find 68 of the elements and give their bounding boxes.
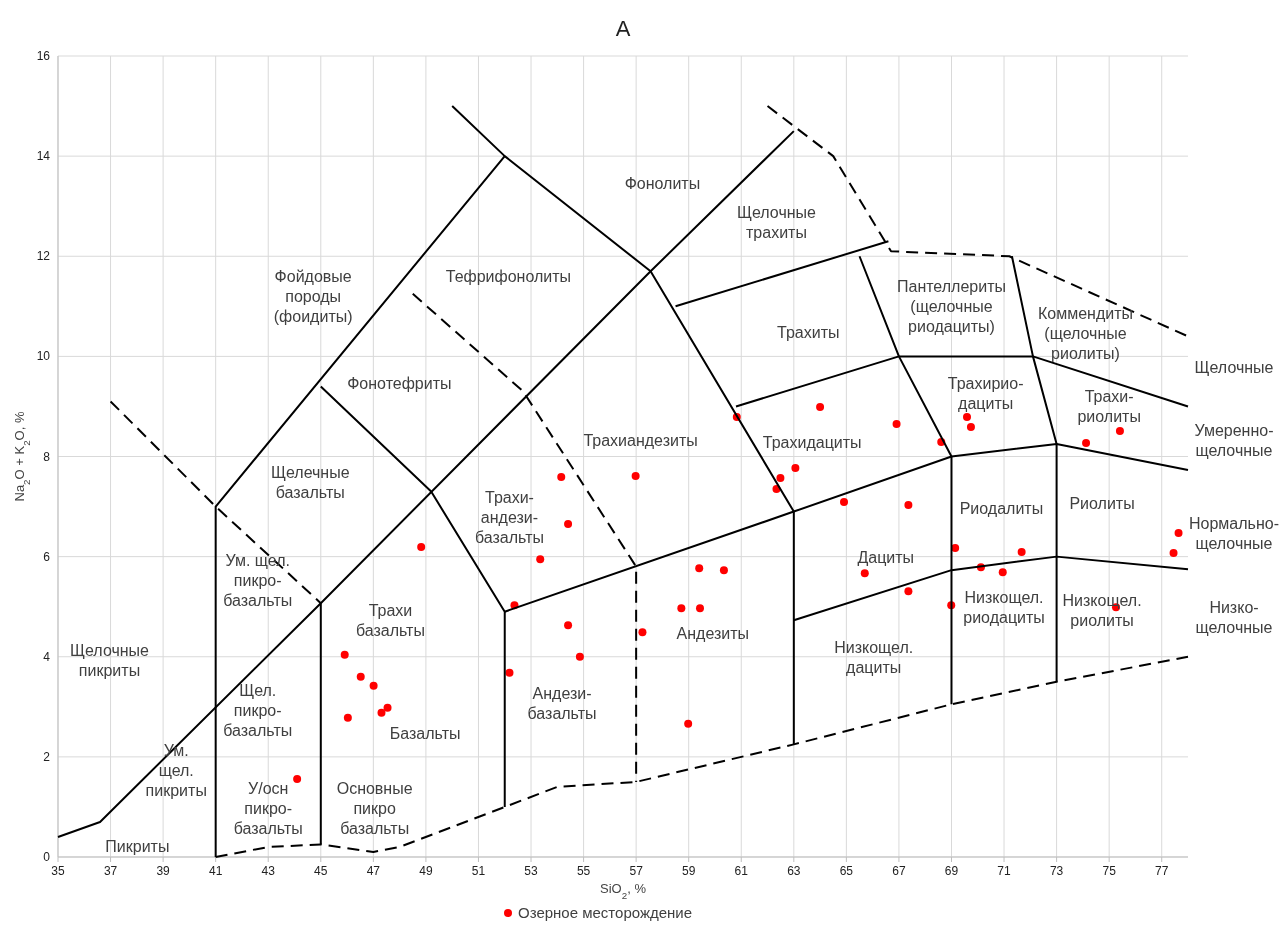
- x-tick-label: 51: [471, 864, 486, 878]
- x-tick-label: 43: [261, 864, 276, 878]
- annotation: Андезиты: [676, 625, 750, 643]
- y-tick-label: 8: [43, 449, 51, 464]
- x-tick-label: 49: [419, 864, 433, 878]
- annotation: Низкощел. дациты: [834, 638, 914, 676]
- annotation: Пантеллериты (щелочные риодациты): [897, 278, 1006, 336]
- y-tick-label: 6: [43, 549, 51, 564]
- x-tick-label: 61: [734, 864, 749, 878]
- annotation: Трахи базальты: [355, 602, 425, 640]
- annotation: У/осн пикро- базальты: [233, 779, 303, 837]
- annotation: Коммендиты (щелочные риолиты): [1037, 304, 1134, 362]
- annotation: Фойдовые породы (фоидиты): [273, 268, 353, 326]
- annotation: Тефрифонолиты: [445, 268, 572, 286]
- annotation: Пикриты: [105, 837, 170, 855]
- x-tick-label: 73: [1049, 864, 1064, 878]
- x-tick-label: 57: [629, 864, 644, 878]
- x-tick-label: 45: [314, 864, 328, 878]
- annotation: Трахи- андези- базальты: [474, 489, 544, 547]
- annotation: Риодалиты: [959, 500, 1044, 518]
- annotation: Низкощел. риодациты: [963, 588, 1045, 626]
- annotation: Риолиты: [1069, 495, 1135, 513]
- text: Низко- щелочные: [1195, 598, 1273, 636]
- annotation: Фонолиты: [624, 175, 701, 193]
- x-tick-label: 71: [997, 864, 1012, 878]
- annotation: Трахиты: [777, 323, 840, 341]
- x-tick-label: 75: [1102, 864, 1117, 878]
- x-tick-label: 59: [682, 864, 696, 878]
- annotation: Андези- базальты: [527, 684, 597, 722]
- x-tick-label: 67: [892, 864, 906, 878]
- annotation: Фонотефриты: [347, 374, 452, 392]
- chart-title: А: [615, 16, 631, 41]
- y-tick-label: 10: [36, 349, 51, 364]
- y-tick-label: 2: [43, 749, 51, 764]
- annotation: Базальты: [389, 724, 461, 742]
- x-axis-title: SiO$_{2}$, %: [600, 881, 647, 901]
- y-tick-label: 14: [36, 149, 51, 164]
- annotation: Щелочные пикриты: [70, 641, 150, 679]
- annotation: Трахи- риолиты: [1077, 388, 1141, 426]
- y-tick-label: 12: [36, 249, 51, 264]
- x-tick-label: 41: [208, 864, 223, 878]
- text: Нормально- щелочные: [1189, 515, 1279, 553]
- annotation: Низкощел. риолиты: [1062, 592, 1142, 630]
- x-tick-label: 63: [787, 864, 801, 878]
- y-tick-label: 4: [43, 649, 51, 664]
- x-tick-label: 55: [576, 864, 591, 878]
- annotation: Трахидациты: [762, 433, 862, 451]
- x-tick-label: 47: [366, 864, 381, 878]
- annotation: Трахирио- дациты: [947, 374, 1024, 412]
- x-tick-label: 35: [51, 864, 65, 878]
- annotation: Щелечные базальты: [270, 464, 350, 502]
- annotation: Основные пикро базальты: [336, 779, 413, 837]
- x-tick-label: 65: [839, 864, 854, 878]
- text: Щелочные: [1194, 358, 1274, 376]
- annotation: Ум. щел. пикро- базальты: [223, 552, 293, 610]
- annotation: Щел. пикро- базальты: [223, 681, 293, 739]
- x-tick-label: 53: [524, 864, 539, 878]
- y-tick-label: 16: [36, 49, 51, 63]
- text: Умеренно- щелочные: [1194, 421, 1274, 459]
- x-tick-label: 77: [1155, 864, 1169, 878]
- y-tick-label: 0: [43, 850, 51, 864]
- legend-label: Озерное месторождение: [518, 904, 693, 921]
- x-tick-label: 37: [103, 864, 118, 878]
- annotation: Трахиандезиты: [583, 431, 698, 449]
- x-tick-label: 69: [944, 864, 959, 878]
- x-tick-label: 39: [156, 864, 171, 878]
- annotation: Дациты: [857, 549, 915, 567]
- annotation: Щелочные трахиты: [736, 204, 817, 242]
